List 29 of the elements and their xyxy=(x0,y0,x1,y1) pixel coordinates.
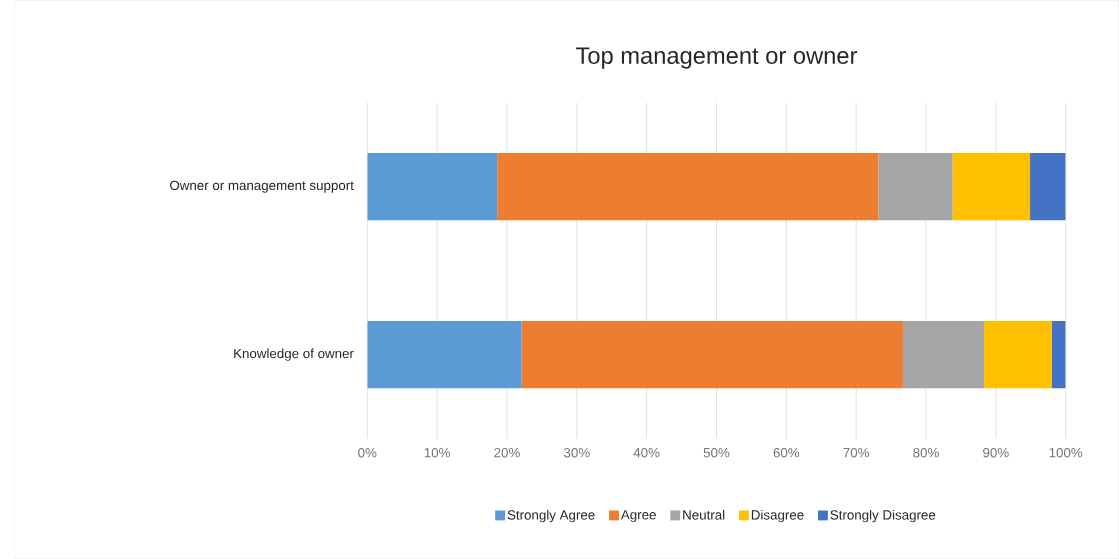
bar xyxy=(952,153,1031,221)
x-tick-label: 20% xyxy=(494,447,520,458)
legend-label: Disagree xyxy=(751,509,804,523)
x-tick-label: 70% xyxy=(843,447,870,458)
bar xyxy=(367,320,522,389)
legend-label: Agree xyxy=(620,510,656,523)
bar xyxy=(902,320,984,389)
legend-label: Neutral xyxy=(683,509,725,520)
x-tick-label: 0% xyxy=(358,447,377,458)
bar xyxy=(878,153,953,221)
x-tick-label: 90% xyxy=(983,447,1009,458)
y-tick-label: Knowledge of owner xyxy=(234,348,354,361)
x-tick-label: 50% xyxy=(703,447,730,458)
y-tick-label: Owner or management support xyxy=(170,180,354,193)
legend-label: Strongly Agree xyxy=(507,509,595,523)
x-tick-label: 100% xyxy=(1049,447,1083,458)
x-tick-label: 40% xyxy=(633,447,660,458)
legend-label: Strongly Disagree xyxy=(830,509,936,523)
x-tick-label: 80% xyxy=(913,447,939,458)
x-tick-label: 30% xyxy=(563,447,590,458)
bar xyxy=(1030,153,1066,221)
bar xyxy=(1051,320,1066,389)
bar xyxy=(367,153,498,221)
chart-title: Top management or owner xyxy=(576,47,858,69)
x-tick-label: 60% xyxy=(773,447,800,458)
x-tick-label: 10% xyxy=(424,447,450,458)
bar xyxy=(983,320,1052,389)
bar xyxy=(497,153,879,221)
bar xyxy=(521,320,903,389)
